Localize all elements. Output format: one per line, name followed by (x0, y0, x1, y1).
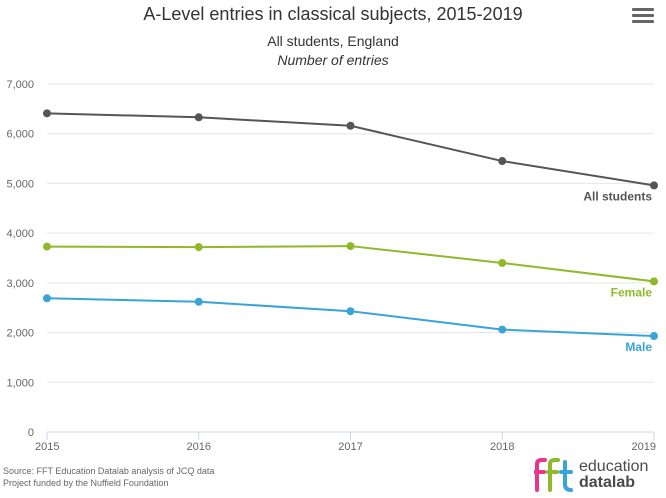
series-label: Male (625, 340, 652, 354)
data-point[interactable] (650, 332, 658, 341)
fft-logo-mark (534, 458, 573, 492)
series-label: Female (611, 285, 653, 299)
data-point[interactable] (650, 181, 658, 190)
data-point[interactable] (43, 294, 51, 303)
x-tick-label: 2019 (632, 441, 656, 453)
education-datalab-logo: education datalab (534, 458, 664, 494)
y-tick-label: 3,000 (6, 278, 34, 290)
credits-source: Source: FFT Education Datalab analysis o… (3, 466, 215, 476)
chart-credits[interactable]: Source: FFT Education Datalab analysis o… (3, 465, 214, 489)
data-point[interactable] (498, 258, 507, 267)
x-tick-label: 2017 (338, 441, 362, 453)
data-point[interactable] (346, 121, 355, 130)
y-tick-label: 6,000 (6, 129, 34, 141)
data-point[interactable] (194, 243, 203, 252)
data-point[interactable] (346, 242, 355, 251)
series-line-female[interactable] (46, 245, 655, 283)
data-point[interactable] (43, 242, 51, 251)
data-point[interactable] (650, 277, 658, 286)
logo-text: education datalab (579, 459, 648, 491)
data-point[interactable] (43, 109, 51, 118)
chart-title: A-Level entries in classical subjects, 2… (143, 4, 523, 24)
x-tick-label: 2015 (35, 441, 59, 453)
series-line-male[interactable] (46, 297, 655, 338)
y-tick-label: 5,000 (6, 178, 34, 190)
chart-subtitle: All students, England Number of entries (0, 32, 666, 70)
menu-bar (632, 20, 654, 23)
y-tick-label: 4,000 (6, 228, 34, 240)
logo-word-datalab: datalab (579, 474, 636, 491)
subtitle-line-1: All students, England (267, 33, 399, 49)
menu-bar (632, 14, 654, 17)
y-tick-label: 1,000 (6, 377, 34, 389)
logo-word-education: education (579, 458, 649, 475)
data-point[interactable] (194, 297, 203, 306)
hamburger-menu-icon[interactable] (632, 8, 654, 26)
x-tick-label: 2016 (187, 441, 211, 453)
data-point[interactable] (498, 157, 507, 166)
y-tick-label: 0 (28, 427, 34, 439)
y-tick-label: 2,000 (6, 328, 34, 340)
data-point[interactable] (498, 325, 507, 334)
subtitle-line-2: Number of entries (277, 52, 389, 68)
credits-funding: Project funded by the Nuffield Foundatio… (3, 478, 169, 488)
series-label: All students (583, 189, 652, 203)
data-point[interactable] (194, 113, 203, 122)
data-point[interactable] (346, 307, 355, 316)
y-tick-label: 7,000 (6, 79, 34, 91)
x-tick-label: 2018 (490, 441, 514, 453)
menu-bar (632, 8, 654, 11)
